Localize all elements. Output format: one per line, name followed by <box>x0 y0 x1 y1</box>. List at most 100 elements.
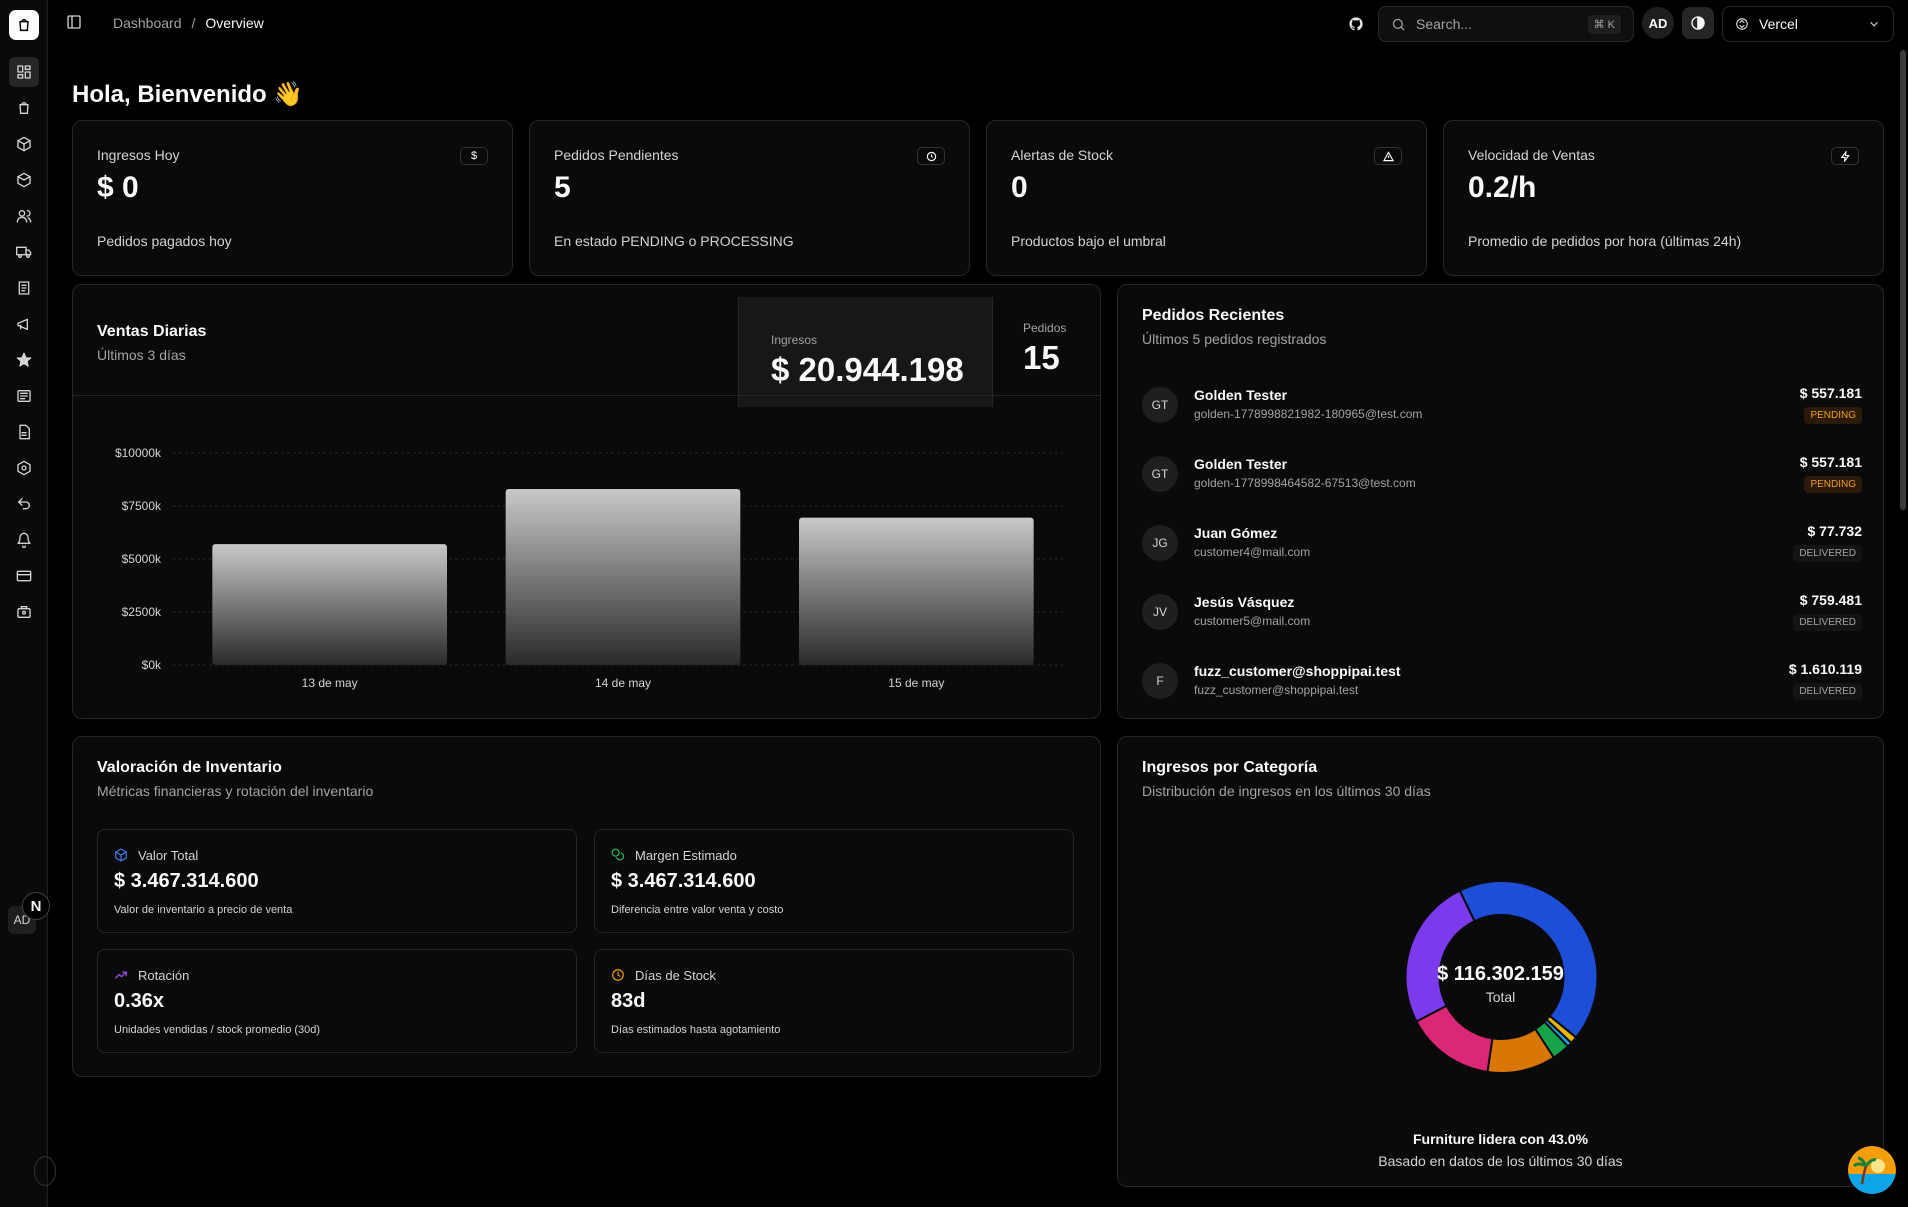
order-amount: $ 759.481 <box>1799 592 1862 608</box>
order-row[interactable]: GT Golden Tester golden-1778998464582-6751… <box>1142 446 1862 506</box>
alert-triangle-icon <box>1374 147 1402 165</box>
revenue-stat-label: Ingresos <box>771 333 818 347</box>
order-amount: $ 1.610.119 <box>1788 661 1862 677</box>
order-amount: $ 77.732 <box>1807 523 1863 539</box>
inventory-valuation-card: Valoración de Inventario Métricas financ… <box>72 736 1101 1077</box>
status-badge: DELIVERED <box>1793 545 1862 562</box>
trending-up-icon <box>114 968 128 982</box>
sidebar-item-integrations[interactable] <box>9 453 39 483</box>
metric-rotation: Rotación 0.36x Unidades vendidas / stock… <box>97 949 577 1053</box>
chart-title: Ventas Diarias <box>97 323 207 340</box>
order-row[interactable]: GT Golden Tester golden-1778998821982-1809… <box>1142 377 1862 437</box>
donut-total-value: $ 116.302.159 <box>1437 963 1564 985</box>
metric-label: Valor Total <box>138 848 199 863</box>
floating-assistant-button[interactable] <box>1848 1146 1896 1194</box>
page-scrollbar[interactable] <box>1900 50 1906 510</box>
inventory-title: Valoración de Inventario <box>97 759 282 776</box>
inventory-subtitle: Métricas financieras y rotación del inve… <box>97 783 374 799</box>
chart-header-divider <box>73 395 1100 396</box>
app-logo[interactable] <box>9 10 39 40</box>
y-tick-label: $7500k <box>122 499 162 513</box>
donut-slice[interactable] <box>1458 880 1599 1039</box>
bar[interactable] <box>799 517 1034 665</box>
kpi-label: Alertas de Stock <box>1011 147 1113 163</box>
metric-total-value: Valor Total $ 3.467.314.600 Valor de inv… <box>97 829 577 933</box>
kpi-card-stock-alerts: Alertas de Stock 0 Productos bajo el umb… <box>986 120 1427 276</box>
sidebar-item-customers[interactable] <box>9 201 39 231</box>
sidebar-item-marketing[interactable] <box>9 309 39 339</box>
category-leader-subtext: Basado en datos de los últimos 30 días <box>1378 1153 1623 1169</box>
y-tick-label: $0k <box>142 658 162 672</box>
team-name: Vercel <box>1759 16 1798 32</box>
metric-description: Unidades vendidas / stock promedio (30d) <box>114 1024 321 1036</box>
kpi-subtitle: Productos bajo el umbral <box>1011 233 1166 249</box>
customer-name: Jesús Vásquez <box>1194 594 1295 610</box>
category-subtitle: Distribución de ingresos en los últimos … <box>1142 783 1431 799</box>
sidebar-item-payments[interactable] <box>9 561 39 591</box>
sidebar-item-returns[interactable] <box>9 489 39 519</box>
sidebar-item-products[interactable] <box>9 129 39 159</box>
kpi-label: Velocidad de Ventas <box>1468 147 1595 163</box>
kpi-card-pending-orders: Pedidos Pendientes 5 En estado PENDING o… <box>529 120 970 276</box>
team-logo-icon <box>1736 18 1748 30</box>
github-icon <box>1349 17 1363 31</box>
sidebar-item-invoices[interactable] <box>9 417 39 447</box>
sidebar-bottom-handle[interactable] <box>34 1156 56 1186</box>
sidebar-item-settings[interactable] <box>9 597 39 627</box>
metric-value: 83d <box>611 990 646 1012</box>
metric-label: Rotación <box>138 968 190 983</box>
category-title: Ingresos por Categoría <box>1142 759 1318 776</box>
revenue-by-category-card: Ingresos por Categoría Distribución de i… <box>1117 736 1884 1187</box>
customer-name: Juan Gómez <box>1194 525 1278 541</box>
y-tick-label: $5000k <box>122 552 162 566</box>
sidebar-item-inventory[interactable] <box>9 165 39 195</box>
sidebar-item-shipping[interactable] <box>9 237 39 267</box>
bar[interactable] <box>505 489 741 665</box>
sidebar-item-reviews[interactable] <box>9 345 39 375</box>
palm-beach-icon <box>1848 1146 1896 1194</box>
customer-email: fuzz_customer@shoppipai.test <box>1194 683 1359 697</box>
theme-toggle-button[interactable] <box>1682 7 1714 39</box>
kpi-card-revenue-today: Ingresos Hoy $ $ 0 Pedidos pagados hoy <box>72 120 513 276</box>
breadcrumb-root[interactable]: Dashboard <box>113 15 182 31</box>
y-tick-label: $10000k <box>115 446 162 460</box>
search-placeholder: Search... <box>1416 16 1473 32</box>
sidebar-item-blog[interactable] <box>9 381 39 411</box>
contrast-icon <box>1691 16 1705 30</box>
github-button[interactable] <box>1344 12 1368 36</box>
sidebar-item-orders[interactable] <box>9 93 39 123</box>
bar-chart: $0k $2500k $5000k $7500k $10000k 13 de may 14 … <box>115 446 1063 690</box>
search-input[interactable]: Search... ⌘ K <box>1378 6 1634 42</box>
customer-name: fuzz_customer@shoppipai.test <box>1194 663 1401 679</box>
donut-slice[interactable] <box>1404 889 1476 1023</box>
sidebar-toggle-button[interactable] <box>66 14 86 34</box>
metric-value: $ 3.467.314.600 <box>611 870 756 892</box>
sidebar-item-notifications[interactable] <box>9 525 39 555</box>
breadcrumb-current: Overview <box>205 15 264 31</box>
topbar: Dashboard / Overview Search... ⌘ K AD Ve… <box>48 0 1908 48</box>
status-badge: DELIVERED <box>1793 683 1862 700</box>
status-badge: PENDING <box>1804 476 1862 493</box>
next-dev-badge[interactable]: N <box>22 892 50 920</box>
team-selector[interactable]: Vercel <box>1722 6 1894 42</box>
status-badge: PENDING <box>1804 407 1862 424</box>
revenue-stat-tab[interactable]: Ingresos $ 20.944.198 <box>738 297 993 407</box>
customer-name: Golden Tester <box>1194 456 1288 472</box>
revenue-stat-value: $ 20.944.198 <box>771 351 964 388</box>
kpi-subtitle: En estado PENDING o PROCESSING <box>554 233 794 249</box>
panel-left-icon <box>67 15 81 29</box>
user-avatar[interactable]: AD <box>1642 7 1674 39</box>
x-tick-label: 14 de may <box>595 676 651 690</box>
customer-avatar: JG <box>1142 525 1178 561</box>
kpi-label: Pedidos Pendientes <box>554 147 679 163</box>
bar[interactable] <box>212 544 447 665</box>
sidebar-item-dashboard[interactable] <box>9 57 39 87</box>
metric-days-of-stock: Días de Stock 83d Días estimados hasta a… <box>594 949 1074 1053</box>
metric-description: Diferencia entre valor venta y costo <box>611 904 784 916</box>
order-row[interactable]: JV Jesús Vásquez customer5@mail.com $ 759.4… <box>1142 584 1862 644</box>
order-row[interactable]: JG Juan Gómez customer4@mail.com $ 77.732 DE… <box>1142 515 1862 575</box>
customer-name: Golden Tester <box>1194 387 1288 403</box>
sidebar-item-reports[interactable] <box>9 273 39 303</box>
customer-email: customer4@mail.com <box>1194 545 1311 559</box>
